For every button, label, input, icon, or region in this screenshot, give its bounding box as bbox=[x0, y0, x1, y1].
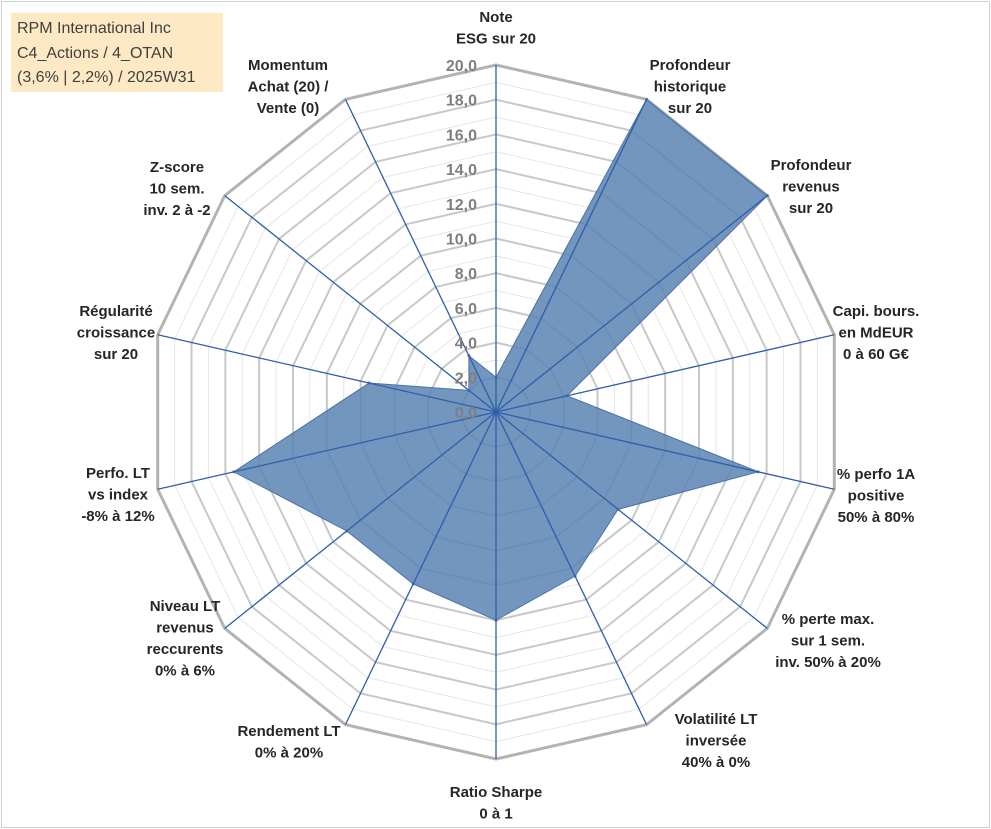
axis-label-perfo_lt: Perfo. LT vs index -8% à 12% bbox=[81, 465, 154, 525]
spoke-momentum bbox=[344, 99, 497, 413]
axis-label-perte_max: % perte max. sur 1 sem. inv. 50% à 20% bbox=[775, 611, 881, 671]
axis-label-perfo_1a: % perfo 1A positive 50% à 80% bbox=[837, 466, 916, 526]
axis-label-line: revenus bbox=[782, 179, 840, 196]
spoke-zscore bbox=[224, 195, 497, 413]
title-line-3: (3,6% | 2,2%) / 2025W31 bbox=[17, 69, 196, 86]
axis-label-rendement: Rendement LT 0% à 20% bbox=[237, 723, 340, 762]
axis-label-line: 0% à 6% bbox=[155, 663, 215, 680]
tick-label: 6,0 bbox=[455, 301, 477, 318]
axis-label-volatilite: Volatilité LT inversée 40% à 0% bbox=[675, 711, 758, 771]
axis-label-line: revenus bbox=[156, 620, 214, 637]
tick-label: 0,0 bbox=[455, 405, 477, 422]
axis-labels: Note ESG sur 20 Profondeur historique sur 20… bbox=[77, 9, 920, 823]
radar-spokes bbox=[157, 65, 835, 759]
axis-label-line: Ratio Sharpe bbox=[450, 784, 543, 801]
tick-label: 16,0 bbox=[446, 127, 477, 144]
spoke-volatilite bbox=[495, 411, 648, 725]
title-line-1: RPM International Inc bbox=[17, 20, 171, 37]
axis-label-line: sur 20 bbox=[668, 100, 712, 117]
tick-label: 10,0 bbox=[446, 232, 477, 249]
axis-label-line: Vente (0) bbox=[257, 100, 320, 117]
axis-label-line: 0% à 20% bbox=[255, 745, 323, 762]
spoke-niveau_rev bbox=[224, 411, 497, 629]
radial-tick-labels: 0,0 2,0 4,0 6,0 8,0 10,0 12,0 14,0 16,0 18,0 20,0 bbox=[446, 58, 477, 422]
spoke-rendement bbox=[344, 411, 497, 725]
axis-label-line: Profondeur bbox=[650, 57, 731, 74]
axis-label-line: Profondeur bbox=[771, 157, 852, 174]
axis-label-prof_hist: Profondeur historique sur 20 bbox=[650, 57, 731, 117]
axis-label-line: 40% à 0% bbox=[682, 754, 750, 771]
title-line-2: C4_Actions / 4_OTAN bbox=[17, 44, 174, 62]
axis-label-line: sur 20 bbox=[789, 200, 833, 217]
axis-label-line: Note bbox=[479, 9, 512, 26]
axis-label-line: Régularité bbox=[79, 303, 152, 320]
series-area bbox=[232, 98, 769, 621]
axis-label-capi: Capi. bours. en MdEUR 0 à 60 G€ bbox=[833, 303, 920, 363]
axis-label-line: 50% à 80% bbox=[838, 509, 915, 526]
axis-label-line: % perfo 1A bbox=[837, 466, 916, 483]
tick-label: 2,0 bbox=[455, 370, 477, 387]
tick-label: 8,0 bbox=[455, 266, 477, 283]
axis-label-line: inv. 50% à 20% bbox=[775, 654, 881, 671]
axis-label-line: 10 sem. bbox=[149, 181, 204, 198]
tick-label: 18,0 bbox=[446, 93, 477, 110]
axis-label-line: Capi. bours. bbox=[833, 303, 920, 320]
spoke-perfo_lt bbox=[157, 411, 497, 490]
axis-label-line: -8% à 12% bbox=[81, 508, 154, 525]
axis-label-line: Volatilité LT bbox=[675, 711, 758, 728]
axis-label-zscore: Z-score 10 sem. inv. 2 à -2 bbox=[143, 159, 210, 219]
tick-label: 20,0 bbox=[446, 58, 477, 75]
axis-label-line: positive bbox=[848, 488, 905, 505]
axis-label-line: croissance bbox=[77, 325, 155, 342]
axis-label-prof_rev: Profondeur revenus sur 20 bbox=[771, 157, 852, 217]
axis-label-regularite: Régularité croissance sur 20 bbox=[77, 303, 155, 363]
spoke-regularite bbox=[157, 334, 497, 413]
spoke-prof_hist bbox=[495, 99, 648, 413]
axis-label-line: Momentum bbox=[248, 57, 328, 74]
axis-label-esg: Note ESG sur 20 bbox=[456, 9, 536, 48]
axis-label-line: inversée bbox=[686, 733, 747, 750]
radar-series-area bbox=[232, 97, 769, 622]
tick-label: 14,0 bbox=[446, 162, 477, 179]
axis-label-line: reccurents bbox=[147, 641, 224, 658]
axis-label-line: Niveau LT bbox=[150, 598, 221, 615]
spoke-perfo_1a bbox=[495, 411, 835, 490]
spoke-capi bbox=[495, 334, 835, 413]
axis-label-line: 0 à 1 bbox=[479, 806, 512, 823]
axis-label-line: Achat (20) / bbox=[248, 79, 330, 96]
tick-label: 4,0 bbox=[455, 336, 477, 353]
spoke-perte_max bbox=[495, 411, 768, 629]
axis-label-line: historique bbox=[654, 79, 727, 96]
axis-label-line: sur 1 sem. bbox=[791, 633, 865, 650]
axis-label-line: % perte max. bbox=[782, 611, 875, 628]
chart-title-box: RPM International Inc C4_Actions / 4_OTA… bbox=[11, 13, 223, 92]
axis-label-line: Z-score bbox=[150, 159, 204, 176]
axis-label-line: Rendement LT bbox=[237, 723, 340, 740]
axis-label-line: inv. 2 à -2 bbox=[143, 202, 210, 219]
tick-label: 12,0 bbox=[446, 197, 477, 214]
axis-label-line: ESG sur 20 bbox=[456, 31, 536, 48]
axis-label-line: sur 20 bbox=[94, 346, 138, 363]
axis-label-line: en MdEUR bbox=[839, 325, 914, 342]
axis-label-niveau_rev: Niveau LT revenus reccurents 0% à 6% bbox=[147, 598, 224, 680]
axis-label-line: Perfo. LT bbox=[86, 465, 150, 482]
axis-label-momentum: Momentum Achat (20) / Vente (0) bbox=[248, 57, 330, 117]
axis-label-line: 0 à 60 G€ bbox=[843, 346, 910, 363]
spoke-prof_rev bbox=[495, 195, 768, 413]
axis-label-sharpe: Ratio Sharpe 0 à 1 bbox=[450, 784, 543, 823]
axis-label-line: vs index bbox=[88, 487, 149, 504]
